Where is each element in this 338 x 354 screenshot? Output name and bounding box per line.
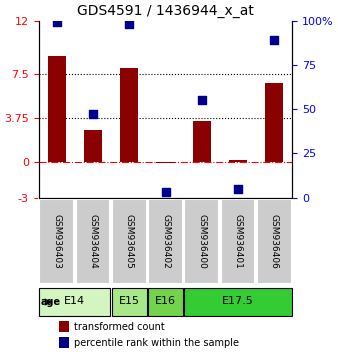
Bar xyxy=(193,121,211,162)
Point xyxy=(235,186,241,192)
Text: GSM936401: GSM936401 xyxy=(234,215,243,269)
FancyBboxPatch shape xyxy=(39,288,111,316)
Text: E14: E14 xyxy=(64,296,86,307)
Text: E17.5: E17.5 xyxy=(222,296,254,307)
Point xyxy=(54,19,59,25)
FancyBboxPatch shape xyxy=(76,199,111,284)
FancyBboxPatch shape xyxy=(148,288,183,316)
FancyBboxPatch shape xyxy=(221,199,256,284)
Point xyxy=(163,189,168,195)
FancyBboxPatch shape xyxy=(185,288,292,316)
Bar xyxy=(48,56,66,162)
Text: GSM936400: GSM936400 xyxy=(197,215,206,269)
Bar xyxy=(265,83,284,162)
FancyBboxPatch shape xyxy=(112,288,147,316)
FancyBboxPatch shape xyxy=(185,199,219,284)
Point xyxy=(127,21,132,27)
FancyBboxPatch shape xyxy=(148,199,183,284)
Text: GSM936402: GSM936402 xyxy=(161,215,170,269)
FancyBboxPatch shape xyxy=(39,199,74,284)
Point xyxy=(199,97,204,103)
Bar xyxy=(84,130,102,162)
Text: transformed count: transformed count xyxy=(74,322,165,332)
Text: percentile rank within the sample: percentile rank within the sample xyxy=(74,338,239,348)
Bar xyxy=(59,337,69,348)
Bar xyxy=(229,160,247,162)
Text: E15: E15 xyxy=(119,296,140,307)
Bar xyxy=(59,321,69,332)
Bar xyxy=(156,162,175,164)
Point xyxy=(272,37,277,43)
FancyBboxPatch shape xyxy=(112,199,147,284)
Text: E16: E16 xyxy=(155,296,176,307)
Bar xyxy=(120,68,138,162)
Text: GSM936405: GSM936405 xyxy=(125,215,134,269)
Title: GDS4591 / 1436944_x_at: GDS4591 / 1436944_x_at xyxy=(77,4,254,18)
FancyBboxPatch shape xyxy=(257,199,292,284)
Text: age: age xyxy=(41,297,61,307)
Text: GSM936403: GSM936403 xyxy=(52,215,61,269)
Text: GSM936404: GSM936404 xyxy=(89,215,98,269)
Point xyxy=(90,112,96,117)
Text: GSM936406: GSM936406 xyxy=(270,215,279,269)
